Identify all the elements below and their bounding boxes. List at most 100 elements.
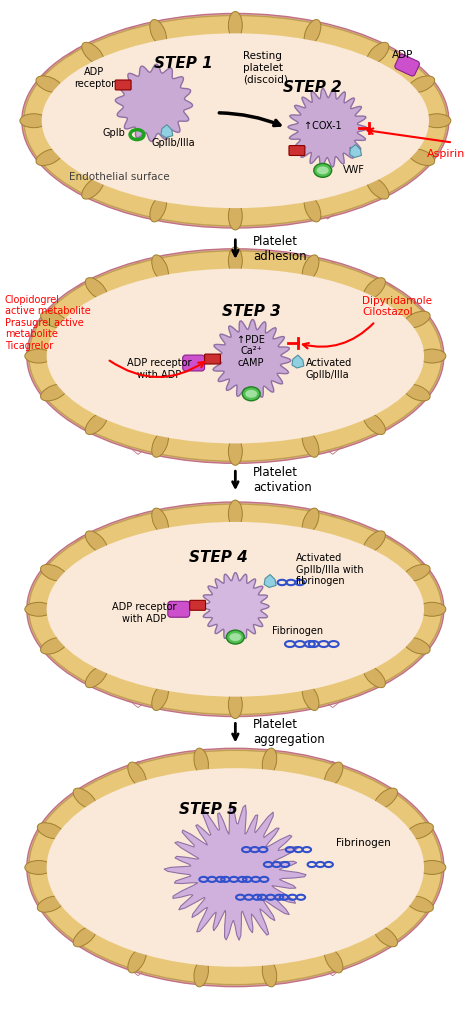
Ellipse shape — [41, 384, 67, 401]
Ellipse shape — [152, 508, 168, 534]
Ellipse shape — [418, 602, 446, 617]
Text: ADP receptor
with ADP: ADP receptor with ADP — [112, 602, 176, 624]
Ellipse shape — [367, 177, 389, 199]
Ellipse shape — [36, 149, 62, 166]
Text: STEP 3: STEP 3 — [222, 304, 281, 319]
Polygon shape — [164, 805, 306, 940]
Polygon shape — [161, 125, 173, 137]
Ellipse shape — [37, 896, 64, 912]
Ellipse shape — [364, 531, 385, 553]
Ellipse shape — [409, 76, 435, 92]
Ellipse shape — [227, 630, 244, 644]
Ellipse shape — [41, 311, 67, 328]
FancyBboxPatch shape — [168, 601, 190, 618]
Text: Resting
platelet
(discoid): Resting platelet (discoid) — [243, 52, 288, 84]
FancyBboxPatch shape — [205, 355, 220, 364]
Text: STEP 5: STEP 5 — [179, 803, 238, 818]
Ellipse shape — [404, 565, 430, 581]
Text: STEP 1: STEP 1 — [155, 56, 213, 71]
Text: Fibrinogen: Fibrinogen — [336, 837, 391, 847]
Ellipse shape — [302, 508, 319, 534]
Ellipse shape — [29, 504, 442, 714]
Ellipse shape — [304, 196, 321, 221]
Ellipse shape — [194, 748, 209, 775]
Ellipse shape — [228, 11, 242, 40]
Ellipse shape — [46, 522, 424, 697]
FancyBboxPatch shape — [395, 54, 419, 76]
Ellipse shape — [407, 823, 433, 839]
Text: Platelet
aggregation: Platelet aggregation — [253, 718, 325, 747]
Ellipse shape — [85, 665, 107, 688]
Ellipse shape — [46, 768, 424, 967]
Ellipse shape — [150, 196, 166, 221]
Ellipse shape — [364, 665, 385, 688]
Ellipse shape — [374, 788, 398, 809]
Text: Activated
GpIIb/IIIa: Activated GpIIb/IIIa — [306, 359, 352, 380]
Ellipse shape — [41, 565, 67, 581]
Text: Dipyridamole
Cilostazol: Dipyridamole Cilostazol — [363, 296, 432, 317]
Polygon shape — [264, 574, 276, 587]
Ellipse shape — [29, 750, 442, 985]
Ellipse shape — [152, 431, 168, 457]
Ellipse shape — [367, 43, 389, 64]
Ellipse shape — [73, 926, 96, 947]
Polygon shape — [115, 64, 192, 141]
Polygon shape — [288, 88, 367, 167]
Text: STEP 2: STEP 2 — [283, 80, 342, 96]
Text: Clopidogrel
active metabolite
Prasugrel active
metabolite
Ticagrelor: Clopidogrel active metabolite Prasugrel … — [5, 295, 91, 351]
Polygon shape — [211, 320, 291, 398]
Text: Platelet
adhesion: Platelet adhesion — [253, 235, 307, 263]
Ellipse shape — [364, 277, 385, 300]
Ellipse shape — [418, 350, 446, 363]
Ellipse shape — [152, 684, 168, 710]
Ellipse shape — [302, 684, 319, 710]
Text: ↑COX-1: ↑COX-1 — [304, 121, 342, 131]
Ellipse shape — [128, 762, 146, 787]
Ellipse shape — [36, 76, 62, 92]
Ellipse shape — [228, 438, 242, 465]
Ellipse shape — [229, 633, 241, 641]
Text: STEP 4: STEP 4 — [189, 550, 248, 565]
Ellipse shape — [364, 412, 385, 435]
Text: GpIb: GpIb — [103, 128, 126, 137]
Ellipse shape — [228, 247, 242, 274]
Ellipse shape — [41, 637, 67, 654]
Ellipse shape — [325, 948, 343, 973]
Ellipse shape — [325, 762, 343, 787]
Ellipse shape — [302, 431, 319, 457]
Ellipse shape — [228, 500, 242, 528]
Ellipse shape — [25, 602, 53, 617]
FancyBboxPatch shape — [289, 145, 305, 155]
Text: Aspirin: Aspirin — [427, 149, 465, 160]
Ellipse shape — [85, 412, 107, 435]
Ellipse shape — [304, 19, 321, 46]
Ellipse shape — [24, 15, 447, 226]
Text: Endothelial surface: Endothelial surface — [69, 173, 170, 182]
Ellipse shape — [27, 502, 444, 716]
Text: GpIIb/IIIa: GpIIb/IIIa — [152, 137, 196, 147]
Ellipse shape — [228, 202, 242, 230]
Ellipse shape — [302, 255, 319, 281]
Ellipse shape — [374, 926, 398, 947]
Ellipse shape — [37, 823, 64, 839]
Ellipse shape — [27, 249, 444, 463]
Polygon shape — [292, 355, 304, 368]
Ellipse shape — [128, 948, 146, 973]
Text: VWF: VWF — [343, 166, 365, 176]
Text: Platelet
activation: Platelet activation — [253, 466, 312, 494]
Ellipse shape — [46, 268, 424, 443]
Ellipse shape — [73, 788, 96, 809]
Polygon shape — [349, 144, 362, 157]
Text: Fibrinogen: Fibrinogen — [273, 626, 323, 636]
Ellipse shape — [150, 19, 166, 46]
Ellipse shape — [262, 748, 277, 775]
Text: Activated
GpIIb/IIIa with
fibrinogen: Activated GpIIb/IIIa with fibrinogen — [296, 553, 364, 586]
Ellipse shape — [418, 861, 446, 875]
FancyBboxPatch shape — [115, 80, 131, 90]
Ellipse shape — [152, 255, 168, 281]
Ellipse shape — [194, 959, 209, 987]
Ellipse shape — [25, 350, 53, 363]
Ellipse shape — [27, 749, 444, 987]
Ellipse shape — [245, 390, 257, 398]
Ellipse shape — [82, 177, 104, 199]
